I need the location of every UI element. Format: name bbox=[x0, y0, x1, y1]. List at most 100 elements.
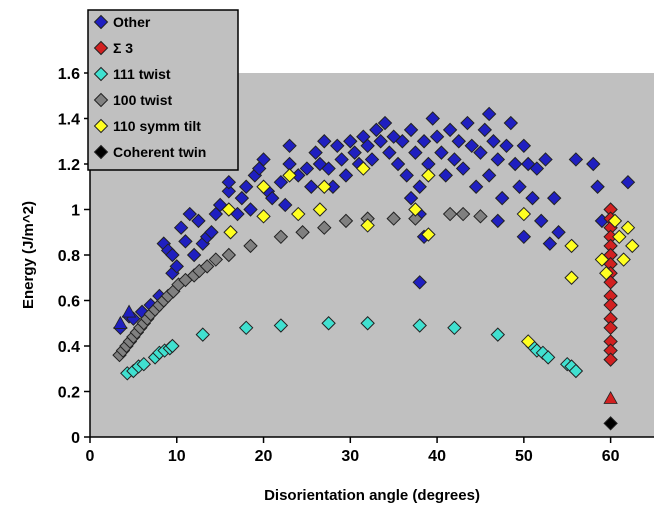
data-point bbox=[425, 111, 440, 126]
data-point bbox=[238, 320, 254, 336]
x-tick-label: 50 bbox=[515, 448, 533, 465]
data-point bbox=[165, 338, 180, 354]
data-point bbox=[412, 179, 427, 194]
data-point bbox=[408, 211, 423, 226]
data-point bbox=[429, 129, 445, 144]
data-point bbox=[169, 259, 184, 274]
data-point bbox=[507, 156, 523, 172]
data-point bbox=[278, 197, 293, 213]
data-point bbox=[494, 190, 510, 206]
series-110-symm-tilt bbox=[221, 161, 640, 349]
data-point bbox=[603, 391, 618, 404]
legend-box bbox=[87, 9, 239, 171]
y-tick-label: 0.4 bbox=[58, 339, 80, 356]
data-point bbox=[599, 265, 614, 281]
data-point bbox=[547, 190, 562, 206]
data-point bbox=[308, 145, 323, 160]
data-point bbox=[360, 316, 375, 331]
data-point bbox=[607, 213, 623, 229]
data-point bbox=[377, 115, 393, 131]
data-point bbox=[538, 152, 553, 167]
data-point bbox=[512, 179, 527, 194]
data-point bbox=[447, 152, 462, 167]
axes: 0 10 20 30 40 50 60 0 0.2 0.4 0.6 0.8 1 1.2 1.4 1.6 bbox=[58, 66, 654, 465]
data-point bbox=[520, 334, 536, 349]
data-point bbox=[590, 179, 605, 194]
data-point bbox=[338, 168, 354, 183]
data-point bbox=[421, 168, 436, 183]
data-point bbox=[421, 227, 436, 242]
data-point bbox=[330, 138, 345, 154]
data-point bbox=[304, 179, 319, 194]
data-point bbox=[334, 152, 349, 167]
legend-label: 111 twist bbox=[113, 66, 171, 82]
data-point bbox=[273, 174, 289, 190]
legend-marker bbox=[93, 40, 109, 56]
series-100-twist bbox=[112, 206, 488, 363]
data-point bbox=[434, 145, 449, 160]
data-point bbox=[464, 138, 479, 154]
data-point bbox=[412, 318, 427, 333]
y-tick-label: 0.2 bbox=[58, 385, 80, 402]
data-point bbox=[586, 156, 601, 172]
data-point bbox=[403, 190, 419, 206]
data-point bbox=[529, 161, 545, 176]
data-point bbox=[620, 220, 636, 235]
data-point bbox=[612, 229, 627, 245]
data-point bbox=[191, 213, 206, 229]
legend-label: Other bbox=[113, 14, 151, 30]
data-point bbox=[516, 229, 532, 245]
legend-label: 110 symm tilt bbox=[113, 118, 201, 134]
x-tick-label: 40 bbox=[428, 448, 446, 465]
series-other bbox=[113, 106, 636, 336]
data-point bbox=[356, 161, 371, 176]
x-axis-title: Disorientation angle (degrees) bbox=[264, 487, 480, 504]
data-point bbox=[295, 225, 310, 240]
data-point bbox=[490, 152, 506, 167]
series-triangles-6 bbox=[113, 304, 137, 329]
data-point bbox=[317, 134, 332, 149]
legend-label: 100 twist bbox=[113, 92, 172, 108]
data-point bbox=[594, 252, 610, 267]
data-point bbox=[113, 315, 128, 329]
data-point bbox=[182, 206, 197, 222]
x-tick-label: 20 bbox=[255, 448, 273, 465]
data-point bbox=[455, 161, 471, 176]
data-point bbox=[238, 179, 254, 194]
data-point bbox=[347, 145, 362, 160]
data-point bbox=[273, 318, 289, 333]
data-point bbox=[395, 134, 410, 149]
data-point bbox=[416, 134, 432, 149]
data-point bbox=[291, 206, 306, 222]
data-point bbox=[221, 247, 237, 263]
data-point bbox=[568, 363, 584, 379]
data-point bbox=[481, 168, 497, 183]
data-point bbox=[451, 134, 466, 149]
data-point bbox=[243, 238, 258, 254]
data-point bbox=[282, 168, 297, 183]
data-point bbox=[317, 179, 332, 194]
data-point bbox=[477, 122, 493, 138]
data-point bbox=[468, 179, 484, 194]
legend: Other Σ 3 111 twist 100 twist 110 symm tilt C… bbox=[87, 9, 239, 171]
data-point bbox=[321, 316, 336, 331]
data-point bbox=[442, 122, 458, 138]
data-point bbox=[234, 190, 250, 206]
legend-marker bbox=[93, 14, 109, 30]
data-point bbox=[516, 138, 532, 154]
data-point bbox=[165, 247, 180, 263]
data-point bbox=[360, 218, 375, 233]
data-point bbox=[338, 213, 354, 229]
data-point bbox=[603, 416, 618, 431]
data-point bbox=[551, 225, 566, 240]
data-point bbox=[173, 220, 189, 235]
y-tick-label: 0.6 bbox=[58, 294, 80, 311]
data-point bbox=[412, 275, 427, 290]
data-point bbox=[625, 238, 640, 254]
data-point bbox=[533, 213, 549, 229]
y-tick-label: 1.4 bbox=[58, 112, 80, 129]
y-tick-label: 1.6 bbox=[58, 66, 80, 83]
data-point bbox=[473, 145, 488, 160]
data-point bbox=[243, 202, 258, 217]
